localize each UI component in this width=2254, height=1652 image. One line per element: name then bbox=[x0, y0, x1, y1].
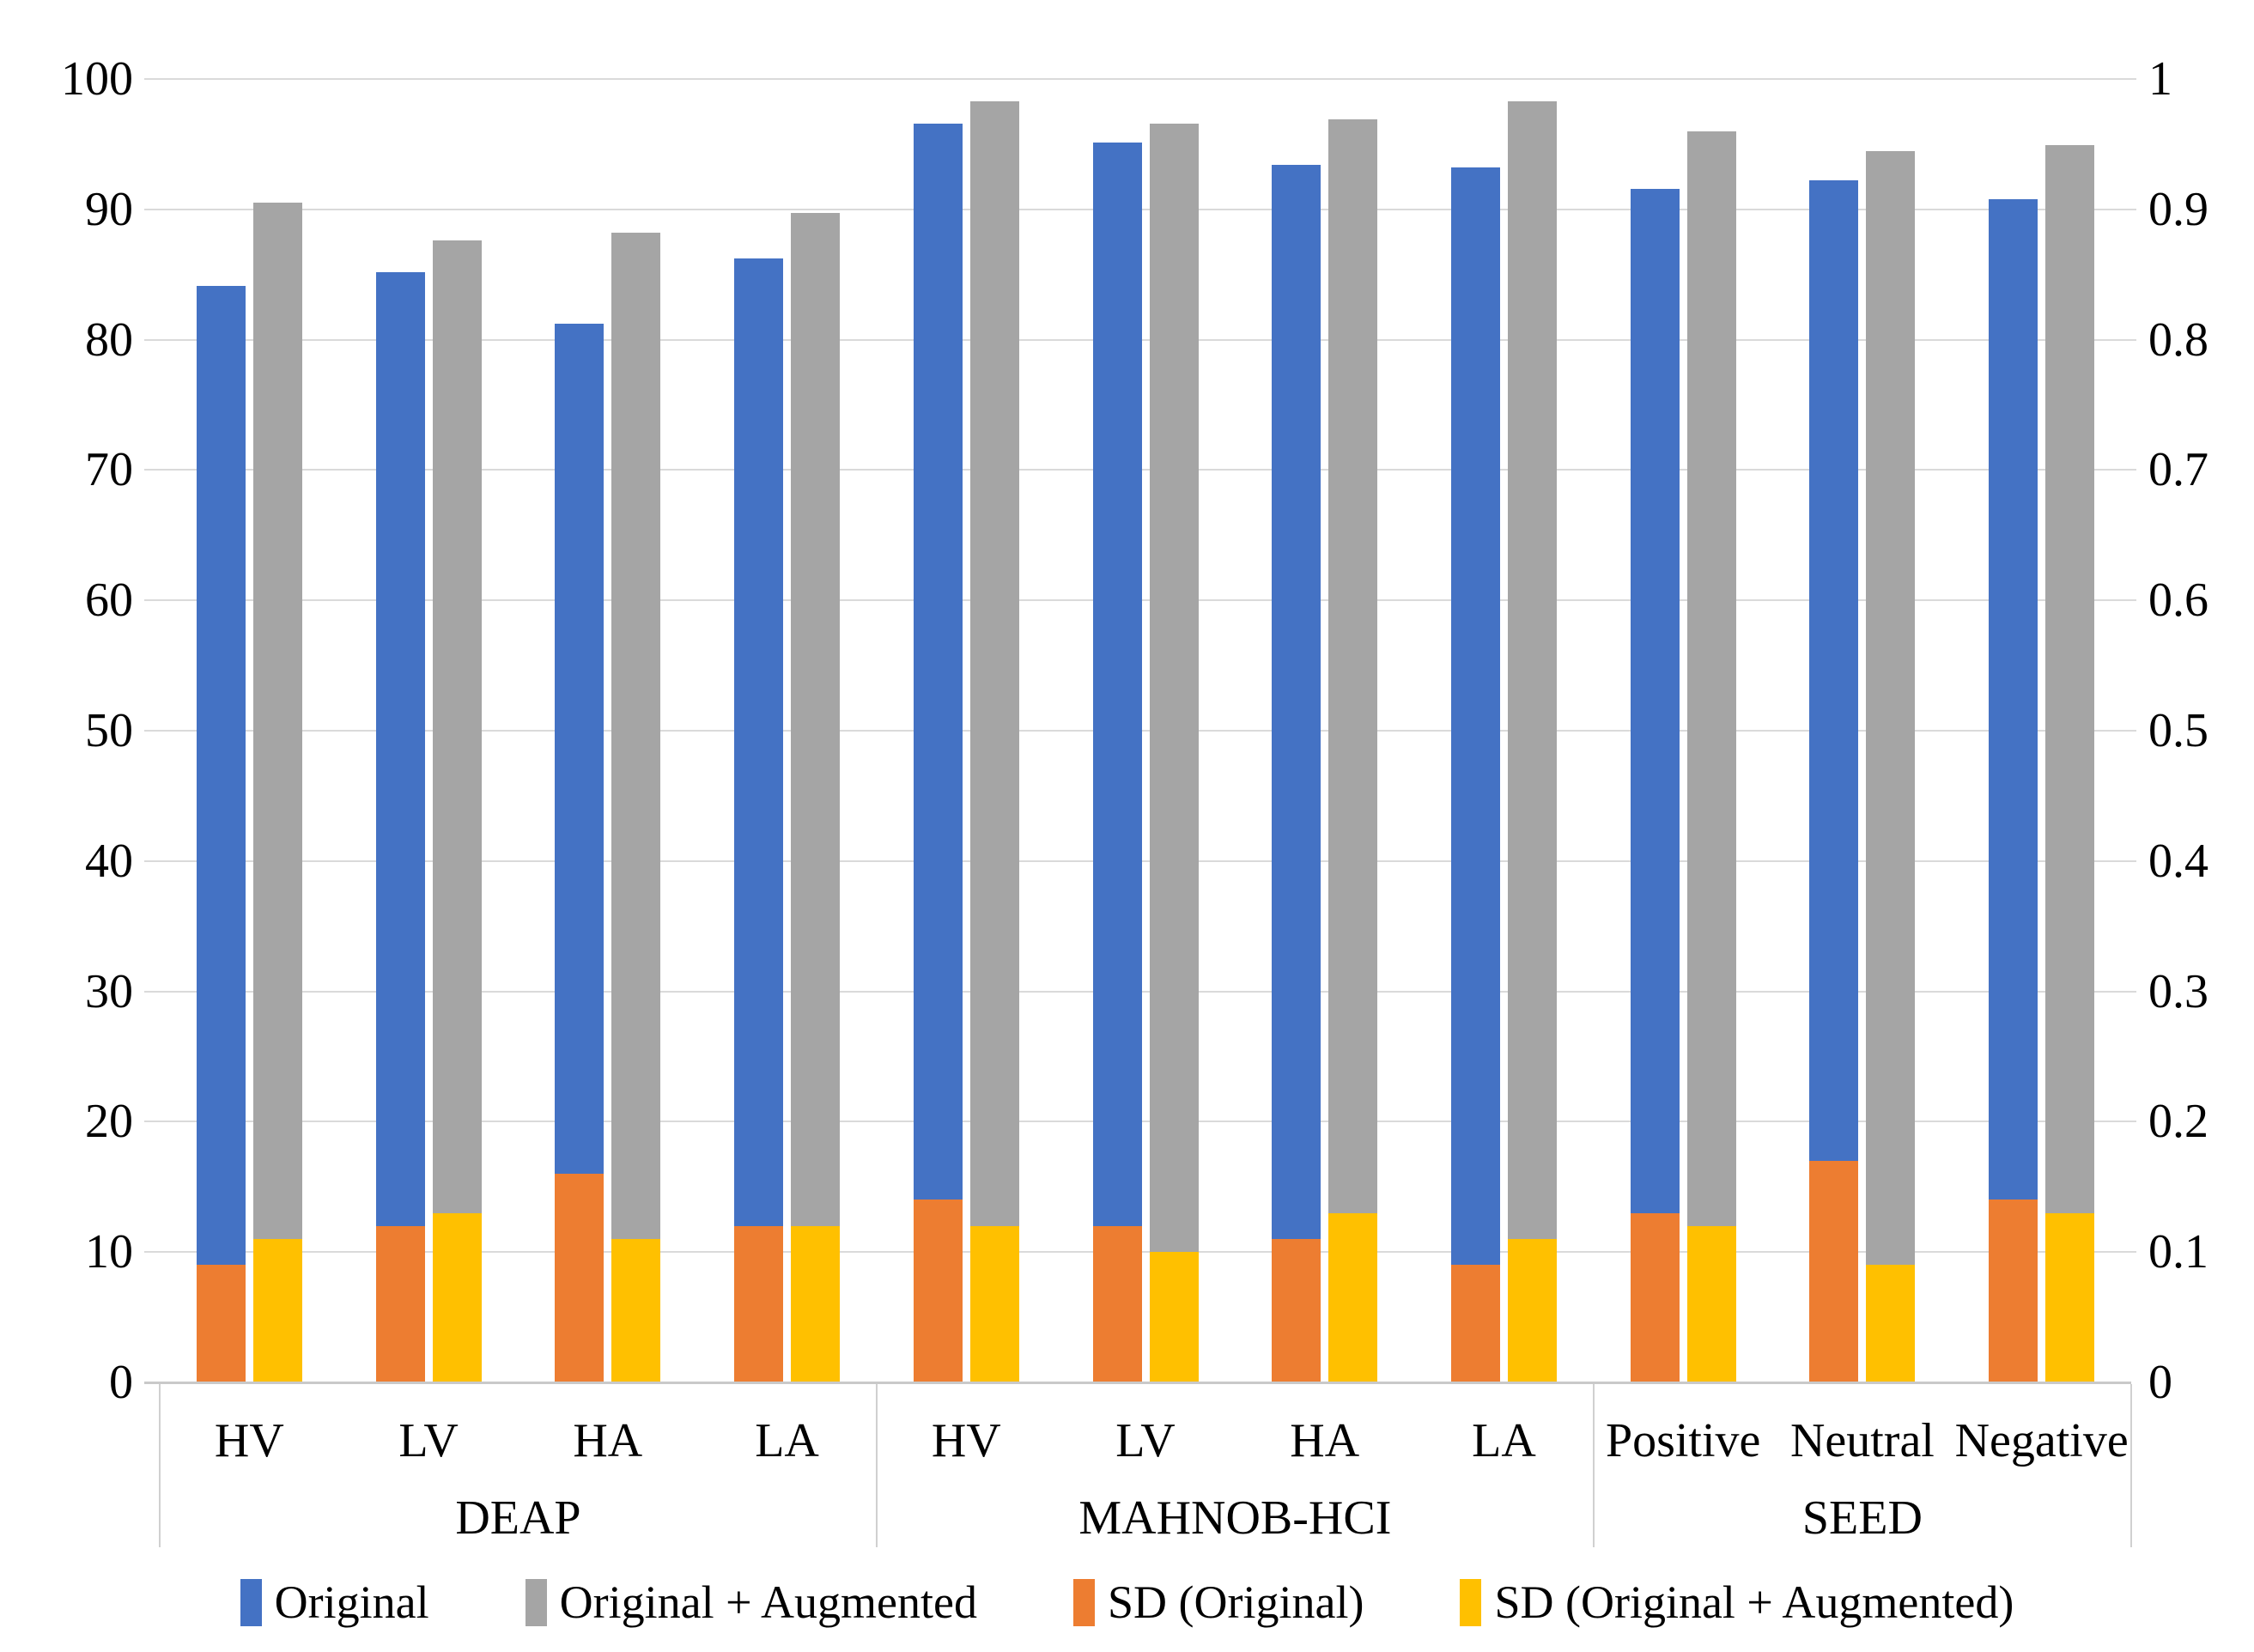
category-label: LA bbox=[1472, 1414, 1536, 1467]
legend-item: Original bbox=[240, 1576, 429, 1628]
bar-original-augmented-lv-1 bbox=[432, 240, 482, 1382]
y-axis-right-tick-label: 0.4 bbox=[2148, 834, 2208, 888]
bar-original-augmented-neutral-9 bbox=[1866, 150, 1916, 1382]
bar-original-augmented-hv-4 bbox=[969, 100, 1019, 1382]
bar-original-lv-5 bbox=[1092, 143, 1142, 1382]
legend-item: Original + Augmented bbox=[525, 1576, 977, 1628]
legend-item: SD (Original) bbox=[1073, 1576, 1364, 1628]
y-axis-right-tick-label: 0.5 bbox=[2148, 704, 2208, 757]
category-label: LV bbox=[398, 1414, 459, 1467]
legend-item: SD (Original + Augmented) bbox=[1460, 1576, 2014, 1628]
bar-original-augmented-ha-2 bbox=[611, 233, 661, 1382]
bar-sd-original-la-3 bbox=[734, 1225, 784, 1382]
y-axis-left-tick-label: 70 bbox=[85, 443, 133, 497]
bar-sd-original-neutral-9 bbox=[1809, 1160, 1859, 1382]
bar-original-hv-0 bbox=[196, 286, 246, 1382]
y-axis-left-tick-label: 20 bbox=[85, 1095, 133, 1149]
bar-sd-original-augmented-hv-4 bbox=[969, 1225, 1019, 1382]
bar-original-augmented-lv-5 bbox=[1149, 123, 1199, 1382]
bar-original-negative-10 bbox=[1989, 198, 2038, 1382]
y-axis-left-tick-label: 30 bbox=[85, 964, 133, 1018]
legend-label: Original bbox=[274, 1576, 429, 1628]
bar-sd-original-augmented-ha-2 bbox=[611, 1239, 661, 1382]
category-label: HA bbox=[1290, 1414, 1360, 1467]
category-label: HV bbox=[214, 1414, 284, 1467]
category-label: Negative bbox=[1954, 1414, 2129, 1467]
bar-sd-original-positive-8 bbox=[1630, 1212, 1680, 1382]
category-label: Positive bbox=[1605, 1414, 1761, 1467]
legend-swatch-sd-original bbox=[1073, 1578, 1095, 1626]
y-axis-left-tick-label: 0 bbox=[109, 1356, 133, 1409]
bar-sd-original-augmented-la-7 bbox=[1507, 1239, 1557, 1382]
legend-label: SD (Original + Augmented) bbox=[1494, 1576, 2014, 1628]
bar-sd-original-hv-0 bbox=[196, 1265, 246, 1382]
bar-sd-original-hv-4 bbox=[913, 1200, 963, 1382]
bar-sd-original-la-7 bbox=[1450, 1265, 1500, 1382]
category-axis-separator bbox=[875, 1384, 878, 1547]
bar-sd-original-lv-5 bbox=[1092, 1225, 1142, 1382]
bar-original-hv-4 bbox=[913, 123, 963, 1382]
bar-sd-original-negative-10 bbox=[1989, 1200, 2038, 1382]
bar-sd-original-augmented-negative-10 bbox=[2045, 1212, 2095, 1382]
bar-sd-original-augmented-hv-0 bbox=[252, 1239, 302, 1382]
y-axis-right-tick-label: 0.6 bbox=[2148, 574, 2208, 628]
category-label: HA bbox=[573, 1414, 643, 1467]
legend-label: SD (Original) bbox=[1108, 1576, 1364, 1628]
bar-sd-original-ha-6 bbox=[1272, 1239, 1321, 1382]
bar-sd-original-lv-1 bbox=[375, 1225, 425, 1382]
bar-sd-original-augmented-ha-6 bbox=[1328, 1212, 1378, 1382]
category-label: Neutral bbox=[1789, 1414, 1935, 1467]
bar-original-positive-8 bbox=[1630, 188, 1680, 1382]
bar-original-augmented-la-3 bbox=[791, 213, 841, 1382]
category-axis-separator bbox=[159, 1384, 161, 1547]
y-axis-left-tick-label: 40 bbox=[85, 834, 133, 888]
category-axis-separator bbox=[2130, 1384, 2132, 1547]
y-axis-left-tick-label: 50 bbox=[85, 704, 133, 757]
y-axis-right-tick-label: 1 bbox=[2148, 52, 2172, 106]
legend-swatch-sd-original-augmented bbox=[1460, 1578, 1482, 1626]
y-axis-right-tick-label: 0.7 bbox=[2148, 443, 2208, 497]
legend-swatch-original bbox=[240, 1578, 262, 1626]
x-axis-line bbox=[144, 1382, 2131, 1384]
bar-sd-original-augmented-neutral-9 bbox=[1866, 1265, 1916, 1382]
category-label: LA bbox=[755, 1414, 819, 1467]
bar-original-augmented-negative-10 bbox=[2045, 145, 2095, 1382]
legend-label: Original + Augmented bbox=[559, 1576, 977, 1628]
group-label: SEED bbox=[1801, 1491, 1923, 1545]
y-axis-left-tick-label: 80 bbox=[85, 313, 133, 367]
gridline bbox=[144, 78, 2136, 80]
bar-original-la-3 bbox=[734, 258, 784, 1382]
y-axis-left-tick-label: 60 bbox=[85, 574, 133, 628]
y-axis-right-tick-label: 0.1 bbox=[2148, 1225, 2208, 1279]
category-label: HV bbox=[931, 1414, 1001, 1467]
bar-sd-original-ha-2 bbox=[555, 1174, 605, 1382]
category-axis-separator bbox=[1592, 1384, 1595, 1547]
y-axis-right-tick-label: 0.9 bbox=[2148, 182, 2208, 236]
bar-original-augmented-positive-8 bbox=[1686, 131, 1736, 1382]
bar-original-augmented-hv-0 bbox=[252, 203, 302, 1382]
bar-original-lv-1 bbox=[375, 271, 425, 1382]
plot-area bbox=[144, 78, 2136, 1382]
category-label: LV bbox=[1115, 1414, 1176, 1467]
y-axis-right-tick-label: 0.3 bbox=[2148, 964, 2208, 1018]
bar-sd-original-augmented-lv-5 bbox=[1149, 1252, 1199, 1382]
y-axis-right-tick-label: 0.8 bbox=[2148, 313, 2208, 367]
group-label: DEAP bbox=[455, 1491, 581, 1545]
bar-original-la-7 bbox=[1450, 167, 1500, 1382]
bar-sd-original-augmented-positive-8 bbox=[1686, 1225, 1736, 1382]
legend: Original Original + Augmented SD (Original… bbox=[0, 1576, 2254, 1628]
bar-sd-original-augmented-la-3 bbox=[791, 1225, 841, 1382]
legend-swatch-original-augmented bbox=[525, 1578, 547, 1626]
bar-original-ha-6 bbox=[1272, 165, 1321, 1382]
bar-sd-original-augmented-lv-1 bbox=[432, 1212, 482, 1382]
y-axis-left-tick-label: 90 bbox=[85, 182, 133, 236]
y-axis-right-tick-label: 0 bbox=[2148, 1356, 2172, 1409]
group-label: MAHNOB-HCI bbox=[1078, 1491, 1392, 1545]
y-axis-left-tick-label: 10 bbox=[85, 1225, 133, 1279]
bar-original-augmented-ha-6 bbox=[1328, 119, 1378, 1382]
bar-original-augmented-la-7 bbox=[1507, 100, 1557, 1382]
y-axis-right-tick-label: 0.2 bbox=[2148, 1095, 2208, 1149]
y-axis-left-tick-label: 100 bbox=[61, 52, 133, 106]
